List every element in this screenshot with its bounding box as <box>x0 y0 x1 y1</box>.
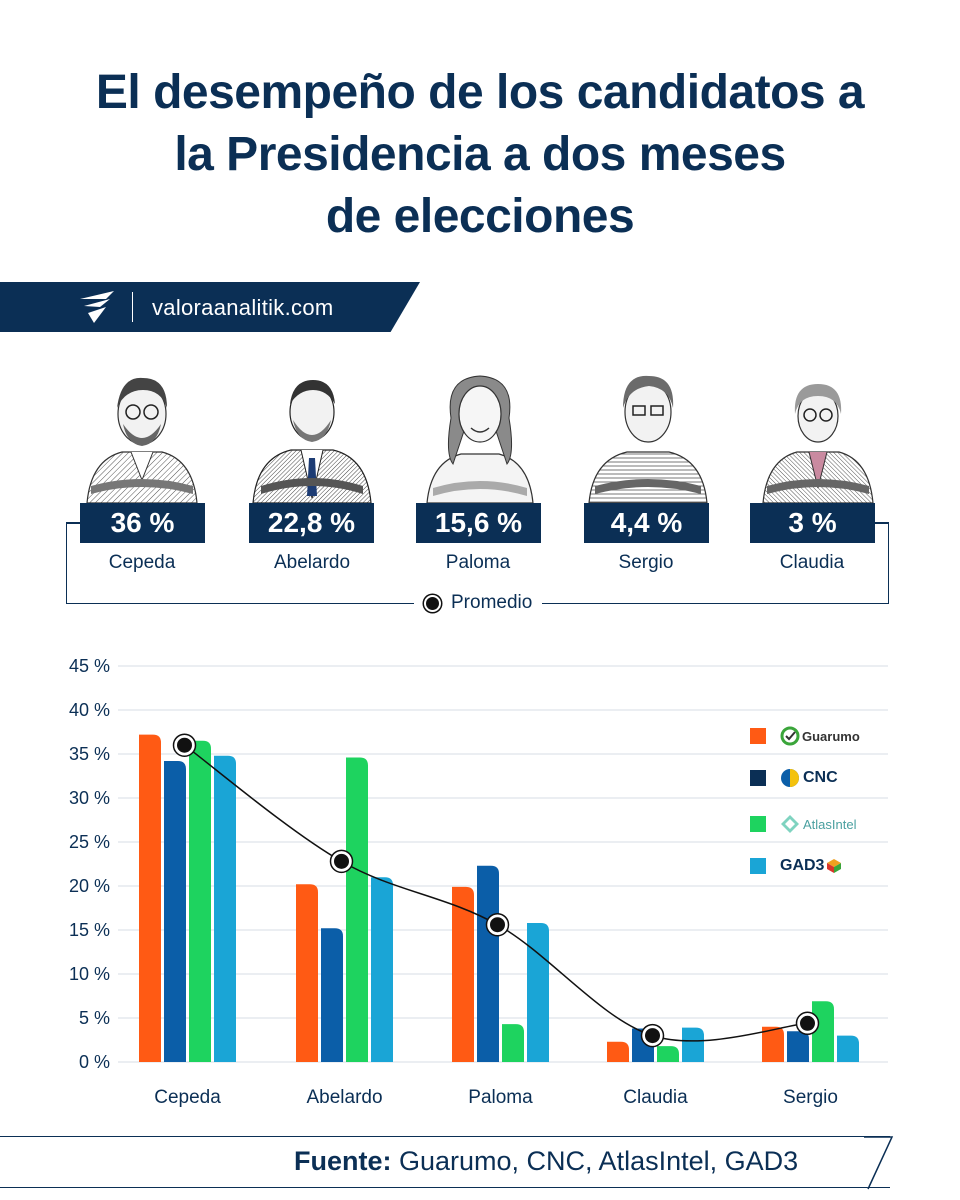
average-point-abelardo <box>334 853 349 869</box>
y-tick-label: 10 % <box>69 964 110 984</box>
average-legend: Promedio <box>414 590 543 616</box>
gad3-cube-icon <box>827 859 842 873</box>
bar-cepeda-gad3 <box>214 755 236 1062</box>
chart-bars <box>139 734 859 1062</box>
bar-claudia-guarumo <box>607 1041 629 1062</box>
polls-bar-chart: 0 % 5 % 10 % 15 % 20 % 25 % 30 % 35 % 40 % 45 % C… <box>69 656 888 1108</box>
legend-item-gad3: GAD3 <box>750 854 842 878</box>
atlasintel-logo-icon <box>781 815 799 833</box>
title-line-3: de elecciones <box>325 190 635 243</box>
bar-claudia-atlasintel <box>657 1046 679 1062</box>
legend-swatch-cnc <box>750 770 766 786</box>
candidate-name-cepeda: Cepeda <box>108 552 176 573</box>
bar-sergio-cnc <box>787 1031 809 1062</box>
bar-paloma-guarumo <box>452 886 474 1062</box>
bar-abelardo-gad3 <box>371 877 393 1062</box>
legend-item-atlasintel: AtlasIntel <box>750 812 856 836</box>
frame-top-segment <box>66 522 80 524</box>
y-tick-label: 15 % <box>69 920 110 940</box>
title-line-1: El desempeño de los candidatos a <box>95 66 865 119</box>
x-tick-label: Paloma <box>468 1087 533 1108</box>
average-point-claudia <box>645 1028 660 1044</box>
y-tick-label: 35 % <box>69 744 110 764</box>
candidate-name-abelardo: Abelardo <box>273 552 351 573</box>
legend-label-guarumo: Guarumo <box>802 728 860 744</box>
portrait-sergio-icon <box>588 375 708 503</box>
source-footer <box>0 1136 890 1188</box>
y-tick-label: 5 % <box>79 1008 110 1028</box>
x-tick-label: Sergio <box>783 1087 838 1108</box>
frame-top-segment <box>874 522 889 524</box>
chart-legend: Guarumo CNC AtlasIntel GAD3 <box>750 720 890 890</box>
legend-label-gad3: GAD3 <box>780 857 825 874</box>
bar-paloma-cnc <box>477 865 499 1062</box>
candidate-name-paloma: Paloma <box>445 552 511 573</box>
candidate-value-abelardo: 22,8 % <box>249 503 374 543</box>
x-tick-label: Claudia <box>623 1087 688 1108</box>
candidate-value-paloma: 15,6 % <box>416 503 541 543</box>
candidate-value-claudia: 3 % <box>750 503 875 543</box>
legend-item-guarumo: Guarumo <box>750 724 860 748</box>
candidate-name-claudia: Claudia <box>779 552 845 573</box>
portrait-cepeda-icon <box>86 377 198 503</box>
bar-cepeda-guarumo <box>139 734 161 1062</box>
y-tick-label: 30 % <box>69 788 110 808</box>
source-text: Fuente: Guarumo, CNC, AtlasIntel, GAD3 <box>294 1146 798 1177</box>
legend-swatch-gad3 <box>750 858 766 874</box>
bar-paloma-gad3 <box>527 922 549 1062</box>
valora-logo-icon <box>80 291 114 323</box>
y-tick-label: 20 % <box>69 876 110 896</box>
legend-label-atlasintel: AtlasIntel <box>803 816 857 832</box>
bar-cepeda-cnc <box>164 761 186 1062</box>
footer-edge-shape <box>864 1136 894 1190</box>
bar-abelardo-cnc <box>321 928 343 1062</box>
bar-abelardo-atlasintel <box>346 757 368 1062</box>
bar-cepeda-atlasintel <box>189 740 211 1062</box>
x-tick-label: Abelardo <box>306 1087 382 1108</box>
bar-claudia-gad3 <box>682 1027 704 1062</box>
portrait-paloma-icon <box>426 375 534 503</box>
bar-sergio-atlasintel <box>812 1001 834 1062</box>
legend-label-cnc: CNC <box>803 769 838 786</box>
page-title: El desempeño de los candidatos a la Pres… <box>60 62 900 248</box>
average-legend-label: Promedio <box>451 592 533 613</box>
x-tick-label: Cepeda <box>154 1087 221 1108</box>
chart-average-line <box>172 733 820 1048</box>
bar-paloma-atlasintel <box>502 1024 524 1062</box>
title-line-2: la Presidencia a dos meses <box>174 128 786 181</box>
portrait-claudia-icon <box>762 384 874 503</box>
chart-x-labels: Cepeda Abelardo Paloma Claudia Sergio <box>154 1087 838 1108</box>
site-banner[interactable]: valoraanalitik.com <box>0 282 420 332</box>
legend-item-cnc: CNC <box>750 766 838 790</box>
bar-sergio-gad3 <box>837 1035 859 1062</box>
candidate-value-sergio: 4,4 % <box>584 503 709 543</box>
y-tick-label: 45 % <box>69 656 110 676</box>
legend-swatch-atlasintel <box>750 816 766 832</box>
average-marker-icon <box>424 594 441 612</box>
site-url[interactable]: valoraanalitik.com <box>152 295 334 320</box>
legend-swatch-guarumo <box>750 728 766 744</box>
source-list: Guarumo, CNC, AtlasIntel, GAD3 <box>391 1146 799 1176</box>
y-tick-label: 0 % <box>79 1052 110 1072</box>
cnc-logo-icon <box>781 769 799 787</box>
source-label: Fuente: <box>294 1146 392 1176</box>
bar-sergio-guarumo <box>762 1026 784 1062</box>
guarumo-logo-icon <box>780 726 800 746</box>
candidate-value-cepeda: 36 % <box>80 503 205 543</box>
average-point-cepeda <box>177 737 192 753</box>
banner-divider <box>132 292 133 322</box>
candidate-name-sergio: Sergio <box>618 552 674 573</box>
portrait-abelardo-icon <box>252 380 372 503</box>
bar-abelardo-guarumo <box>296 884 318 1062</box>
average-point-paloma <box>490 917 505 933</box>
y-tick-label: 25 % <box>69 832 110 852</box>
y-tick-label: 40 % <box>69 700 110 720</box>
chart-y-ticks: 0 % 5 % 10 % 15 % 20 % 25 % 30 % 35 % 40 % 45 % <box>69 656 110 1072</box>
average-point-sergio <box>800 1015 815 1031</box>
